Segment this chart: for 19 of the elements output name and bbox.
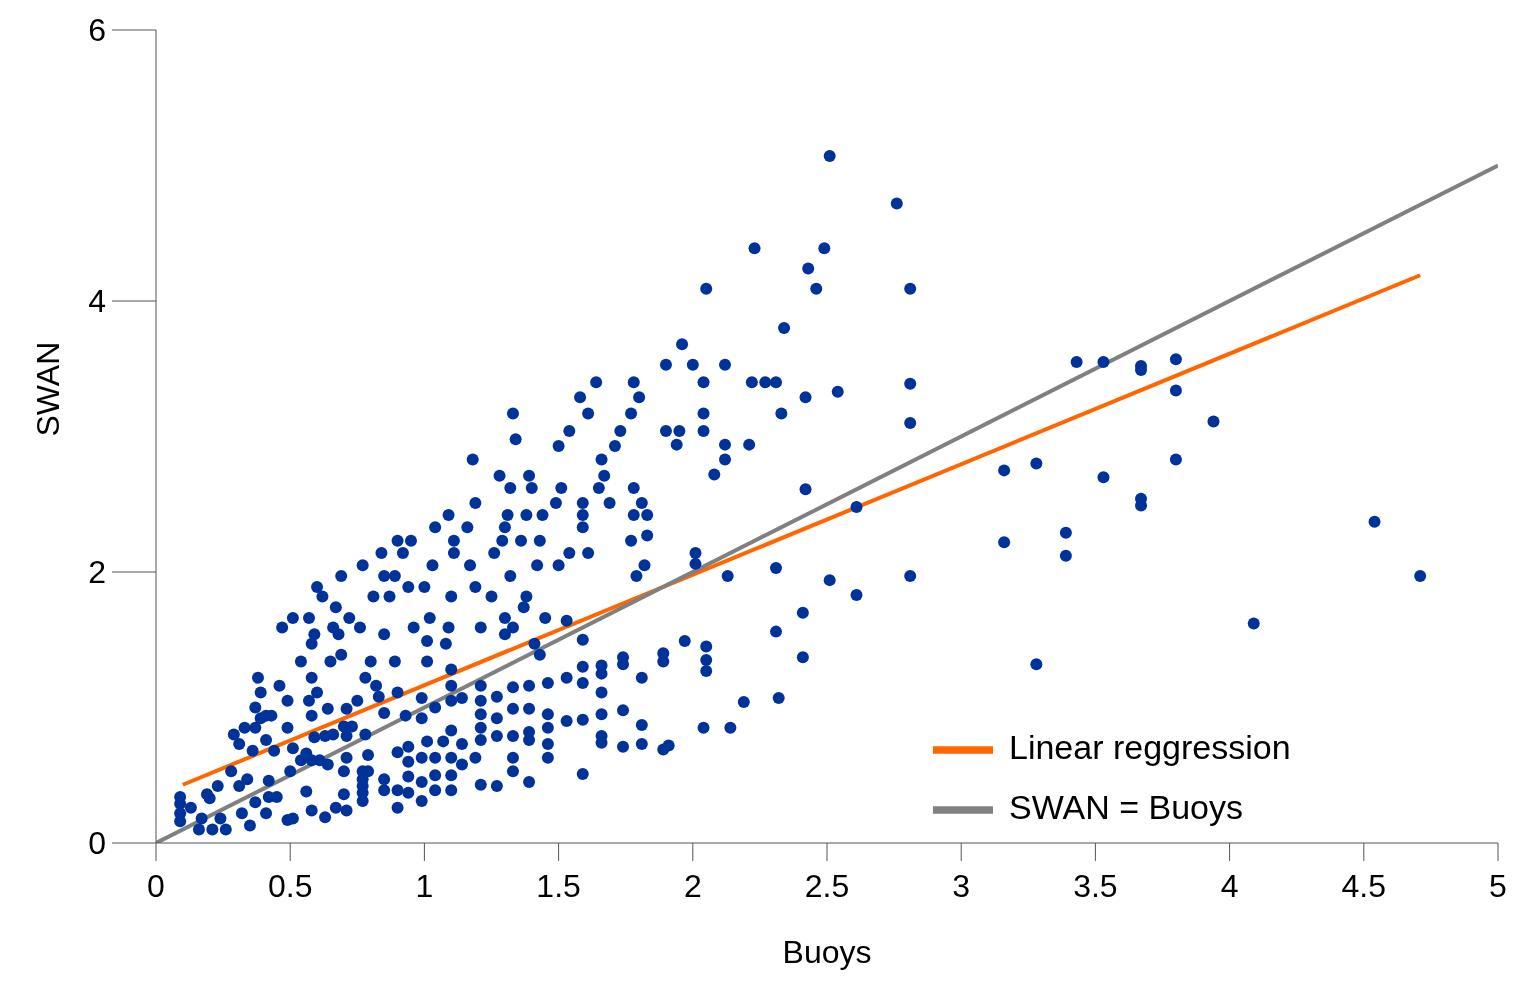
x-tick-label: 3 <box>952 868 971 904</box>
x-axis-title: Buoys <box>782 934 872 970</box>
y-axis-title: SWAN <box>30 341 67 437</box>
x-tick-label: 0.5 <box>267 868 313 904</box>
x-tick-label: 2.5 <box>804 868 850 904</box>
x-tick-label: 5 <box>1489 868 1507 904</box>
x-tick-label: 1 <box>415 868 434 904</box>
y-tick-label: 6 <box>88 12 106 48</box>
y-tick-label: 4 <box>88 283 106 319</box>
x-tick-label: 4 <box>1220 868 1239 904</box>
y-tick-label: 0 <box>88 825 106 861</box>
legend-label: Linear reggression <box>1009 727 1291 766</box>
x-tick-label: 1.5 <box>536 868 581 904</box>
x-tick-label: 3.5 <box>1073 868 1118 904</box>
x-tick-label: 2 <box>683 868 702 904</box>
y-tick-label: 2 <box>88 554 106 590</box>
x-tick-label: 4.5 <box>1341 868 1387 904</box>
legend-label: SWAN = Buoys <box>1009 787 1243 826</box>
x-tick-label: 0 <box>147 868 165 904</box>
